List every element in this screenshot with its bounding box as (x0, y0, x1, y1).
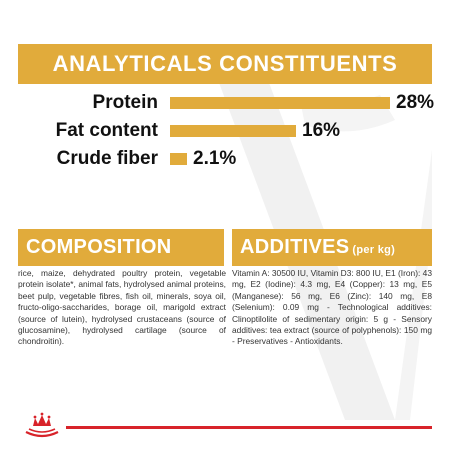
analytics-banner: ANALYTICALS CONSTITUENTS (18, 44, 432, 84)
brand-divider (66, 426, 432, 429)
composition-title: COMPOSITION (26, 236, 172, 258)
composition-text: rice, maize, dehydrated poultry protein,… (18, 268, 226, 347)
fat-label: Fat content (55, 120, 158, 141)
protein-value: 28% (396, 92, 435, 113)
additives-banner: ADDITIVES (per kg) (232, 229, 432, 266)
royal-canin-crown-icon (25, 412, 59, 438)
fiber-bar (170, 153, 187, 165)
fiber-value: 2.1% (193, 148, 237, 169)
protein-bar (170, 97, 390, 109)
composition-banner: COMPOSITION (18, 229, 224, 266)
additives-unit: (per kg) (352, 244, 396, 256)
fiber-label: Crude fiber (56, 148, 158, 169)
protein-label: Protein (92, 92, 158, 113)
additives-text: Vitamin A: 30500 IU, Vitamin D3: 800 IU,… (232, 268, 432, 347)
fat-value: 16% (302, 120, 341, 141)
analytics-title: ANALYTICALS CONSTITUENTS (52, 51, 398, 76)
fat-bar (170, 125, 296, 137)
additives-title: ADDITIVES (240, 236, 350, 258)
